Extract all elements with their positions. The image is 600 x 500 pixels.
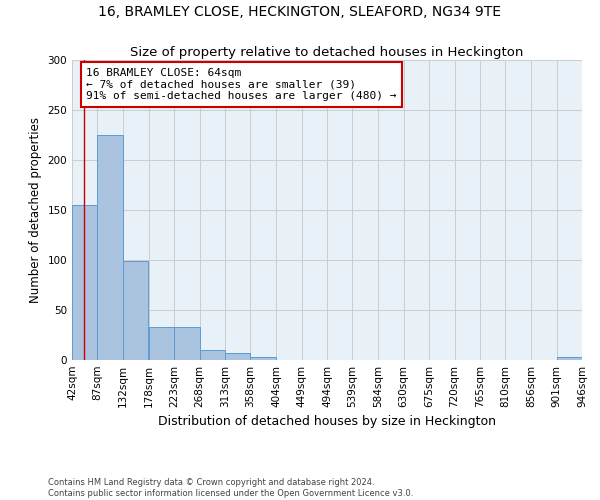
- Bar: [123, 261, 148, 360]
- Text: Contains HM Land Registry data © Crown copyright and database right 2024.
Contai: Contains HM Land Registry data © Crown c…: [48, 478, 413, 498]
- Bar: [174, 327, 200, 360]
- Text: 16, BRAMLEY CLOSE, HECKINGTON, SLEAFORD, NG34 9TE: 16, BRAMLEY CLOSE, HECKINGTON, SLEAFORD,…: [98, 5, 502, 19]
- Y-axis label: Number of detached properties: Number of detached properties: [29, 117, 42, 303]
- Bar: [199, 350, 225, 360]
- X-axis label: Distribution of detached houses by size in Heckington: Distribution of detached houses by size …: [158, 416, 496, 428]
- Bar: [250, 357, 275, 360]
- Bar: [557, 357, 582, 360]
- Title: Size of property relative to detached houses in Heckington: Size of property relative to detached ho…: [130, 46, 524, 59]
- Bar: [72, 205, 97, 360]
- Bar: [149, 327, 174, 360]
- Text: 16 BRAMLEY CLOSE: 64sqm
← 7% of detached houses are smaller (39)
91% of semi-det: 16 BRAMLEY CLOSE: 64sqm ← 7% of detached…: [86, 68, 397, 101]
- Bar: [225, 353, 250, 360]
- Bar: [97, 135, 123, 360]
